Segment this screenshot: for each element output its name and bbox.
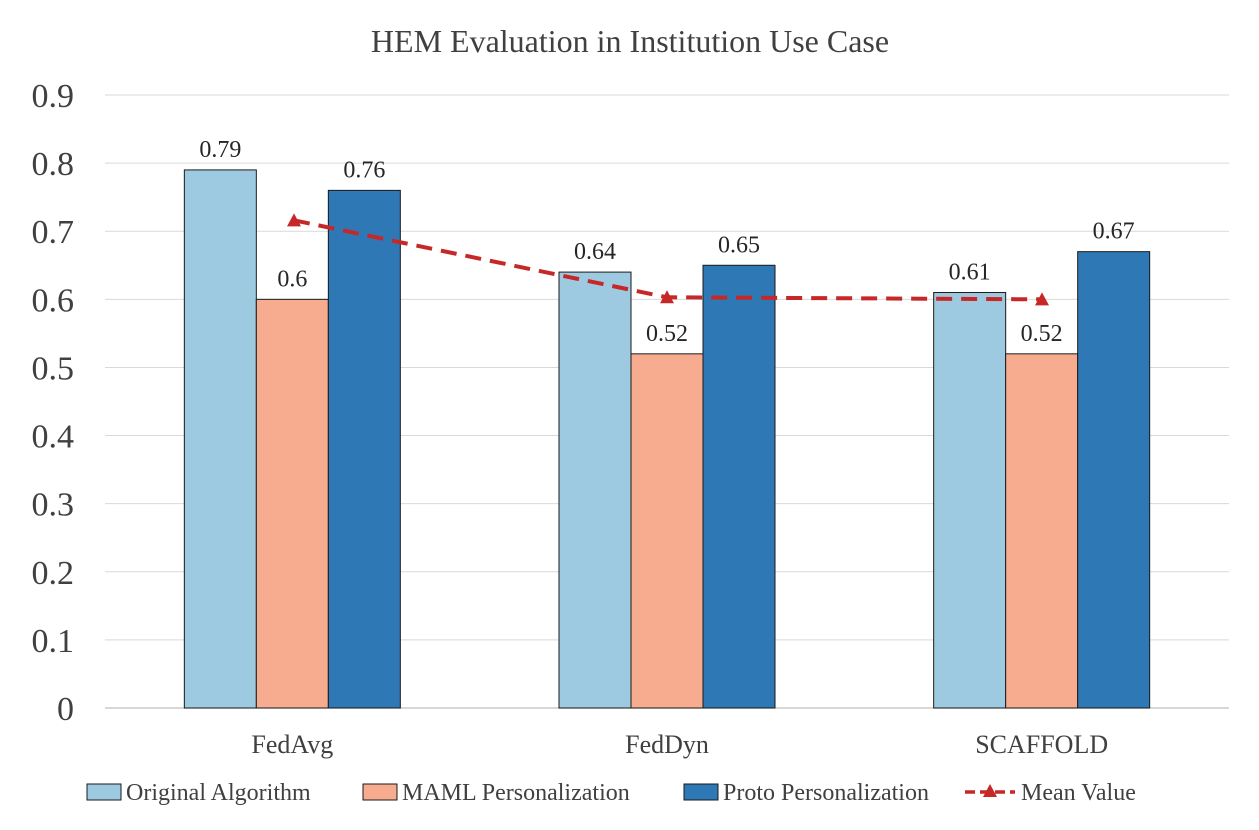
- mean-value-marker: [1035, 292, 1049, 306]
- bar: [1077, 251, 1151, 709]
- y-tick-label: 0.1: [32, 623, 75, 660]
- x-tick-label: SCAFFOLD: [975, 730, 1108, 759]
- data-label: 0.79: [199, 137, 241, 163]
- mean-value-marker: [287, 213, 301, 227]
- bars: [183, 169, 1151, 709]
- legend-swatch: [86, 783, 122, 801]
- y-axis-ticks: 0 0.1 0.2 0.3 0.4 0.5 0.6 0.7 0.8 0.9: [32, 78, 75, 728]
- bar: [933, 292, 1007, 709]
- y-tick-label: 0.8: [32, 146, 75, 183]
- data-label: 0.52: [1021, 321, 1063, 347]
- data-label: 0.76: [343, 157, 385, 183]
- bar: [630, 353, 704, 709]
- y-tick-label: 0: [57, 691, 74, 728]
- x-tick-label: FedAvg: [251, 730, 333, 759]
- bar: [327, 189, 401, 709]
- y-tick-label: 0.5: [32, 350, 75, 387]
- bar: [255, 298, 329, 709]
- mean-value-line-path: [293, 218, 1043, 302]
- x-axis-ticks: FedAvg FedDyn SCAFFOLD: [251, 730, 1108, 759]
- legend-label: MAML Personalization: [402, 780, 630, 806]
- legend-swatch-marker: [983, 784, 997, 797]
- y-tick-label: 0.2: [32, 555, 75, 592]
- data-label: 0.65: [718, 232, 760, 258]
- legend-swatch: [362, 783, 398, 801]
- legend-label: Proto Personalization: [723, 780, 929, 806]
- chart-title: HEM Evaluation in Institution Use Case: [371, 23, 889, 59]
- y-tick-label: 0.9: [32, 78, 75, 115]
- data-labels: 0.79 0.6 0.76 0.64 0.52 0.65 0.61 0.52 0.67: [199, 137, 1134, 347]
- x-tick-label: FedDyn: [625, 730, 709, 759]
- y-tick-label: 0.4: [32, 419, 75, 456]
- y-tick-label: 0.6: [32, 282, 75, 319]
- mean-value-line: [287, 213, 1049, 306]
- data-label: 0.64: [574, 239, 616, 265]
- data-label: 0.67: [1093, 219, 1135, 245]
- legend-label: Mean Value: [1021, 780, 1136, 806]
- bar: [702, 264, 776, 709]
- data-label: 0.52: [646, 321, 688, 347]
- y-tick-label: 0.3: [32, 487, 75, 524]
- data-label: 0.61: [949, 260, 991, 286]
- mean-value-marker: [660, 290, 674, 304]
- legend: Original Algorithm MAML Personalization Pr…: [86, 780, 1136, 806]
- bar: [1005, 353, 1079, 709]
- bar: [558, 271, 632, 709]
- legend-label: Original Algorithm: [126, 780, 311, 806]
- bar: [183, 169, 257, 709]
- y-tick-label: 0.7: [32, 214, 75, 251]
- data-label: 0.6: [277, 266, 307, 292]
- legend-swatch: [683, 783, 719, 801]
